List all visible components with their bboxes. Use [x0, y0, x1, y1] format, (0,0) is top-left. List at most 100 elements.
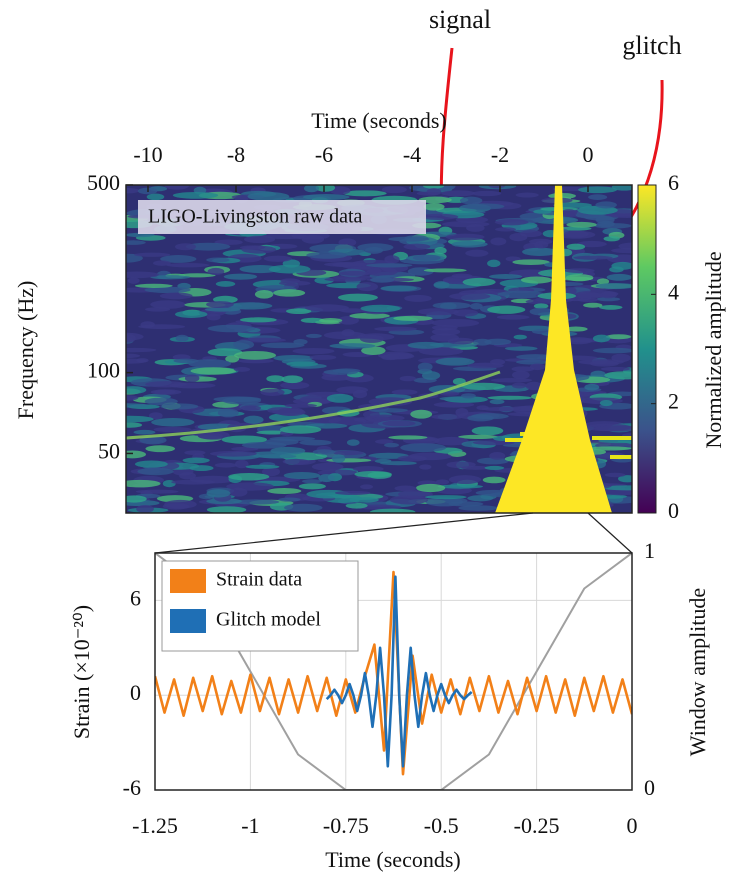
colorbar-title: Normalized amplitude [701, 251, 726, 448]
spectrogram-texture [137, 467, 174, 476]
spectrogram-texture [286, 361, 319, 367]
spectrogram-texture [424, 495, 467, 500]
text-box [138, 200, 426, 234]
y-tick-label: 500 [87, 170, 120, 195]
spectrogram-texture [270, 446, 306, 455]
x-tick-label: 0 [583, 142, 594, 167]
spectrogram-texture [321, 374, 352, 381]
spectrogram-texture [126, 271, 160, 279]
spectrogram-texture [301, 479, 323, 484]
x-tick-label: -4 [403, 142, 421, 167]
spectrogram-texture [564, 268, 595, 274]
spectrogram-texture [465, 249, 489, 257]
spectrogram-texture [134, 283, 173, 288]
spectrogram-texture [319, 318, 343, 323]
spectrogram-texture [283, 472, 321, 480]
spectrogram-texture [529, 307, 553, 316]
spectrogram-texture [362, 410, 380, 419]
spectrogram-texture [312, 449, 336, 455]
spectrogram-texture [174, 310, 208, 318]
spectrogram-texture [513, 334, 527, 340]
spectrogram-texture [595, 283, 632, 290]
spectrogram-texture [461, 393, 476, 399]
spectrogram-texture [280, 278, 301, 284]
spectrogram-texture [447, 337, 475, 345]
spectrogram-texture [318, 474, 335, 483]
spectrogram-texture [495, 227, 516, 232]
spectrogram-texture [496, 314, 530, 320]
annotation: glitch [622, 31, 681, 60]
spectrogram-texture [382, 420, 416, 427]
spectrogram-texture [172, 191, 219, 199]
spectrogram-texture [472, 338, 492, 346]
spectrogram-texture [462, 277, 496, 287]
spectrogram-texture [393, 315, 433, 321]
spectrogram-texture [482, 476, 506, 484]
spectrogram-texture [337, 293, 378, 302]
spectrogram-texture [553, 202, 592, 208]
spectrogram-texture [599, 305, 623, 310]
spectrogram-texture [267, 488, 302, 495]
spectrogram-texture [206, 489, 231, 498]
spectrogram-texture [388, 435, 428, 440]
spectrogram-texture [366, 263, 413, 268]
spectrogram-texture [361, 346, 386, 356]
spectrogram-texture [511, 366, 535, 372]
box-text: LIGO-Livingston raw data [148, 206, 363, 228]
spectrogram-texture [144, 397, 178, 406]
spectrogram-texture [278, 497, 301, 502]
spectrogram-texture [618, 475, 632, 483]
spectrogram-texture [435, 357, 475, 366]
colorbar-tick-label: 0 [668, 498, 679, 523]
spectrogram-texture [445, 233, 485, 241]
spectrogram-texture [391, 389, 418, 395]
spectrogram-texture [126, 450, 147, 459]
spectrogram-texture [138, 324, 186, 330]
spectrogram-texture [423, 268, 467, 273]
spectrogram-texture [185, 242, 231, 251]
spectrogram-texture [237, 358, 274, 364]
spectrogram-texture [511, 382, 527, 389]
spectrogram-texture [497, 290, 545, 299]
spectrogram-texture [360, 304, 401, 313]
spectrogram-texture [276, 408, 306, 416]
spectrogram-texture [349, 312, 390, 319]
spectrogram-texture [512, 259, 550, 265]
spectrogram-texture [437, 484, 484, 489]
spectrogram-texture [184, 374, 200, 382]
spectrogram-texture [462, 203, 505, 210]
spectrogram-texture [305, 304, 349, 312]
spectrogram-texture [243, 415, 264, 424]
spectrogram-texture [563, 230, 589, 238]
spectrogram-texture [595, 201, 617, 209]
spectrogram-texture [126, 495, 147, 503]
spectrogram-texture [241, 245, 277, 254]
spectrogram-texture [374, 458, 392, 464]
spectrogram-texture [263, 255, 292, 262]
spectrogram-texture [240, 405, 262, 411]
y-tick-label: 100 [87, 358, 120, 383]
spectrogram-chirp [126, 370, 501, 440]
zoom-connector [587, 512, 633, 554]
spectrogram-texture [583, 302, 603, 308]
spectrogram-texture [182, 457, 210, 464]
spectrogram-texture [399, 375, 417, 382]
spectrogram-texture [174, 243, 197, 251]
spectrogram-texture [520, 276, 553, 284]
spectrogram-texture [323, 331, 366, 340]
spectrogram-texture [241, 441, 287, 449]
spectrogram-texture [375, 439, 394, 444]
spectrogram-texture [471, 413, 509, 420]
spectrogram-texture [425, 497, 464, 507]
spectrogram-texture [618, 242, 632, 250]
spectrogram-texture [397, 455, 428, 462]
legend-swatch [170, 569, 206, 593]
spectrogram-texture [592, 334, 611, 343]
spectrogram-texture [600, 366, 631, 372]
spectrogram-texture [329, 343, 376, 349]
spectrogram-texture [431, 328, 461, 336]
spectrogram-texture [400, 443, 447, 453]
spectrogram-texture [135, 489, 179, 494]
spectrogram-texture [206, 301, 234, 308]
spectrogram-texture [515, 192, 539, 198]
